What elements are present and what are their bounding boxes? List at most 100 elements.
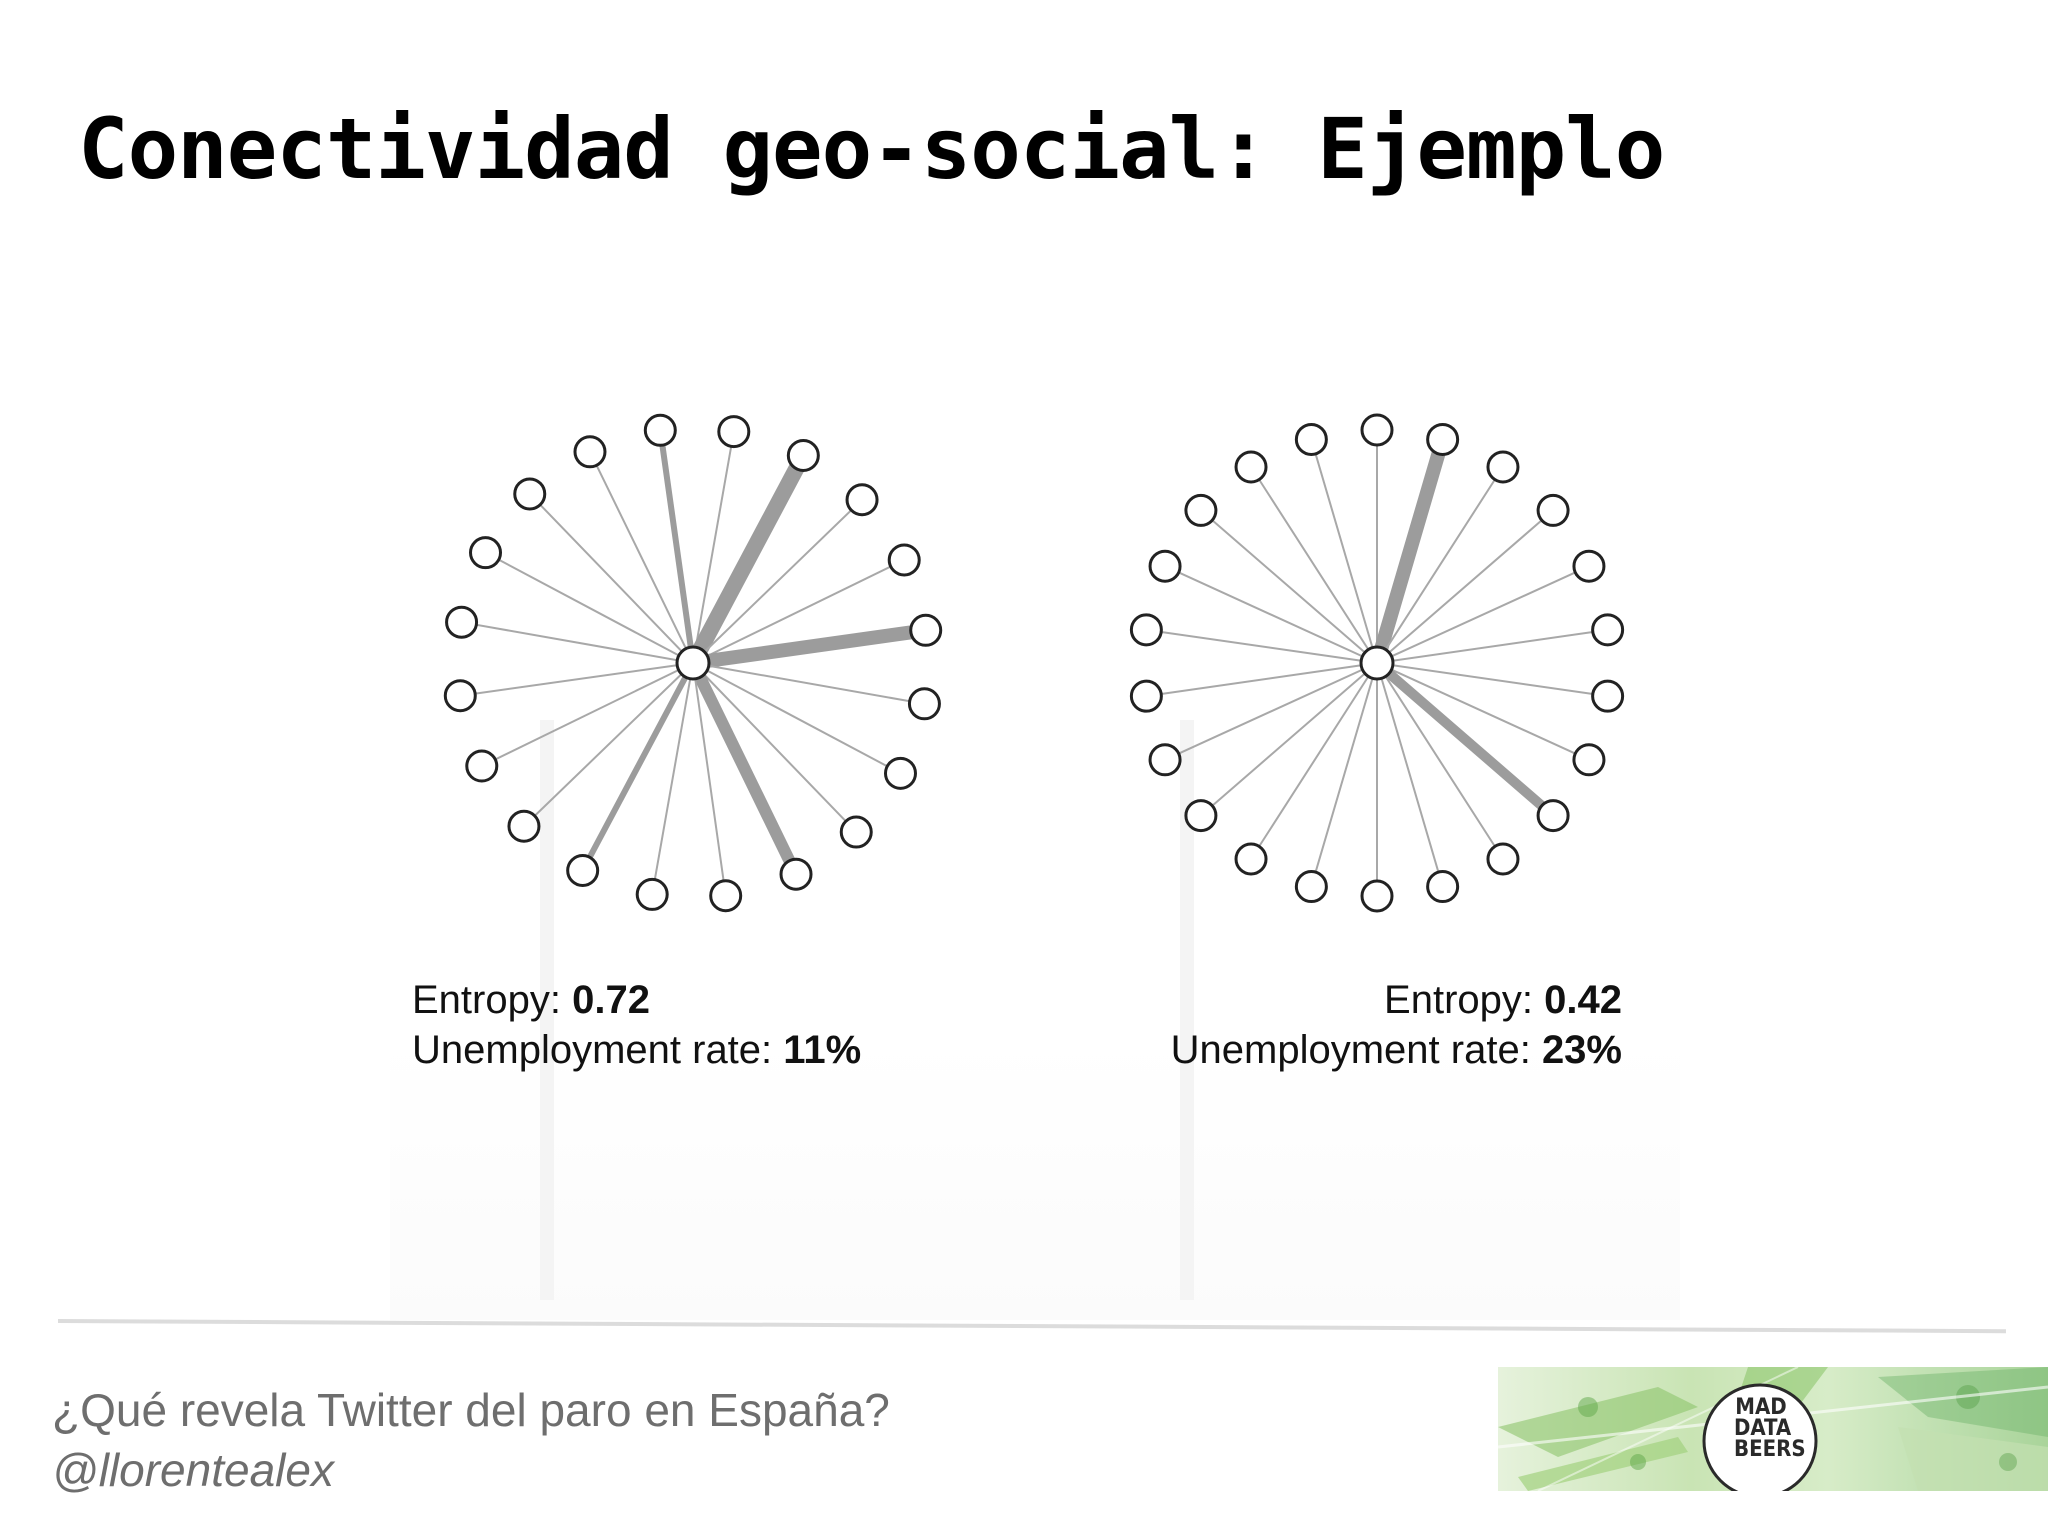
caption-left: Entropy: 0.72 Unemployment rate: 11%	[412, 975, 861, 1075]
edge	[460, 662, 694, 697]
network-node	[883, 756, 917, 790]
logo-line-3: BEERS	[1734, 1437, 1806, 1462]
unemployment-value: 11%	[783, 1028, 862, 1072]
network-node	[1294, 870, 1328, 904]
edge	[1376, 628, 1608, 664]
entropy-line-left: Entropy: 0.72	[412, 975, 861, 1025]
slide-title: Conectividad geo-social: Ejemplo	[78, 100, 1665, 198]
edge	[692, 431, 735, 664]
thick-edge	[687, 660, 802, 877]
ego-network-right	[1129, 413, 1625, 913]
edge	[1376, 509, 1554, 664]
network-node	[566, 853, 600, 887]
network-node	[907, 687, 941, 721]
edge	[1376, 662, 1590, 761]
edge	[1200, 509, 1378, 664]
network-node	[1536, 799, 1570, 833]
network-node	[445, 605, 479, 639]
network-node	[709, 879, 743, 913]
network-node	[1591, 679, 1625, 713]
network-node	[1536, 493, 1570, 527]
edge	[1376, 662, 1444, 887]
edge	[1310, 439, 1378, 664]
network-node	[1148, 549, 1182, 583]
edge	[1200, 662, 1378, 817]
edge	[1164, 662, 1378, 761]
network-node	[1234, 842, 1268, 876]
thick-edge	[657, 429, 696, 664]
network-node	[643, 413, 677, 447]
panel-streak	[1180, 720, 1194, 1300]
network-node	[465, 749, 499, 783]
network-node	[1572, 743, 1606, 777]
network-node	[1360, 879, 1394, 913]
edge	[461, 621, 694, 664]
edge	[481, 662, 694, 767]
ego-center-node	[675, 645, 711, 681]
entropy-label: Entropy:	[1384, 978, 1534, 1022]
edge	[1146, 662, 1378, 698]
ego-network-diagrams	[443, 413, 1625, 913]
network-node	[635, 877, 669, 911]
network-node	[1234, 450, 1268, 484]
thick-edge	[1373, 659, 1557, 820]
footer-divider	[57, 1319, 2006, 1334]
footer-handle: @llorentealex	[52, 1444, 334, 1496]
thick-edge	[580, 661, 696, 872]
edge	[692, 662, 727, 896]
network-node	[1184, 799, 1218, 833]
figure-panel	[390, 380, 1680, 1320]
network-node	[1129, 679, 1163, 713]
entropy-value: 0.72	[572, 978, 650, 1022]
banner-map-art	[1498, 1367, 2048, 1491]
network-node	[1294, 422, 1328, 456]
network-node	[1426, 870, 1460, 904]
logo-badge	[1702, 1383, 1818, 1491]
edge	[589, 451, 694, 664]
edge	[1376, 662, 1504, 860]
logo-line-1: MAD	[1735, 1395, 1787, 1420]
ego-network-left	[443, 413, 943, 913]
edge	[1250, 662, 1378, 860]
panel-streak	[540, 720, 554, 1300]
unemployment-line-right: Unemployment rate: 23%	[1020, 1025, 1622, 1075]
network-node	[1572, 549, 1606, 583]
network-node	[1426, 422, 1460, 456]
network-node	[507, 809, 541, 843]
thick-edge	[1370, 437, 1450, 665]
edge	[1376, 466, 1504, 664]
network-node	[1486, 450, 1520, 484]
edge	[692, 662, 901, 775]
edge	[1376, 662, 1608, 698]
network-node	[717, 415, 751, 449]
entropy-label: Entropy:	[412, 978, 561, 1022]
network-node	[1591, 613, 1625, 647]
logo-line-2: DATA	[1734, 1416, 1792, 1441]
network-node	[839, 815, 873, 849]
thick-edge	[685, 451, 811, 667]
unemployment-label: Unemployment rate:	[1170, 1028, 1531, 1072]
network-node	[443, 679, 477, 713]
edge	[1146, 628, 1378, 664]
edge	[523, 662, 694, 827]
network-node	[513, 477, 547, 511]
edge	[485, 551, 694, 664]
edge	[692, 662, 925, 705]
footer-subtitle: ¿Qué revela Twitter del paro en España?	[52, 1384, 890, 1436]
network-node	[469, 536, 503, 570]
edge	[1164, 565, 1378, 664]
caption-right: Entropy: 0.42 Unemployment rate: 23%	[1020, 975, 1622, 1075]
edge	[1376, 565, 1590, 664]
unemployment-label: Unemployment rate:	[412, 1028, 773, 1072]
edge	[529, 493, 694, 664]
network-node	[1184, 493, 1218, 527]
edge	[1310, 662, 1378, 887]
network-node	[573, 435, 607, 469]
network-node	[1360, 413, 1394, 447]
logo-text: MAD DATA BEERS	[1734, 1395, 1806, 1462]
entropy-line-right: Entropy: 0.42	[1020, 975, 1622, 1025]
network-node	[786, 439, 820, 473]
network-node	[1148, 743, 1182, 777]
footer-text: ¿Qué revela Twitter del paro en España? …	[52, 1380, 890, 1500]
network-node	[1486, 842, 1520, 876]
